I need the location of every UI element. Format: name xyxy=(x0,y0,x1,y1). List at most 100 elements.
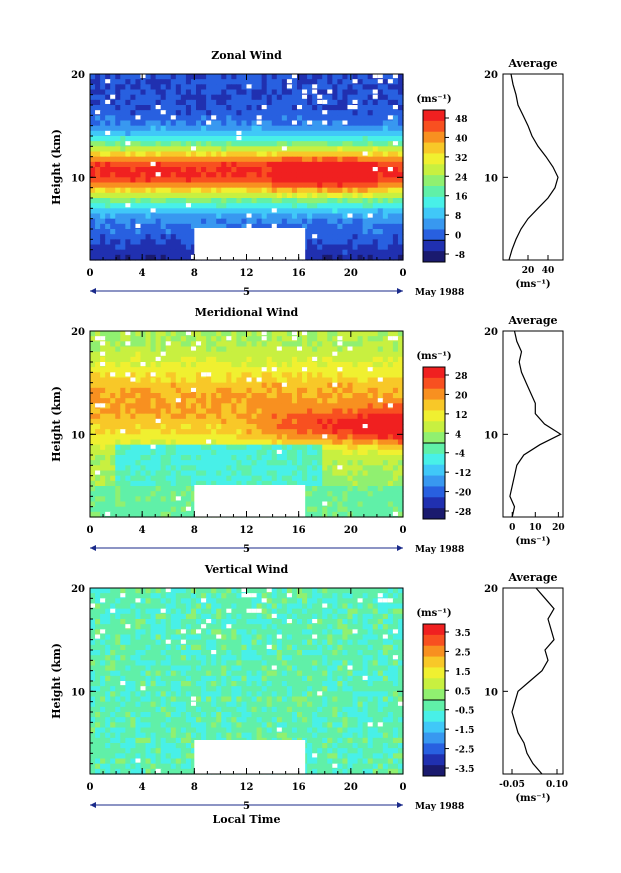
heatmap-cell xyxy=(291,439,298,446)
heatmap-cell xyxy=(317,367,323,373)
heatmap-cell xyxy=(387,480,394,487)
heatmap-cell xyxy=(120,588,126,594)
heatmap-cell xyxy=(226,203,232,209)
heatmap-cell xyxy=(312,588,318,594)
heatmap-cell xyxy=(95,254,101,261)
heatmap-cell xyxy=(115,408,121,415)
heatmap-cell xyxy=(327,105,333,111)
heatmap-cell xyxy=(261,130,268,137)
heatmap-cell xyxy=(125,444,131,451)
heatmap-cell xyxy=(392,234,399,240)
heatmap-cell xyxy=(120,480,126,487)
heatmap-cell xyxy=(352,480,359,487)
heatmap-cell xyxy=(387,136,394,142)
heatmap-cell xyxy=(95,229,101,235)
heatmap-cell xyxy=(211,84,217,91)
heatmap-cell xyxy=(90,593,96,599)
heatmap-cell xyxy=(185,223,192,230)
heatmap-cell xyxy=(110,156,116,163)
heatmap-cell xyxy=(276,74,283,80)
heatmap-cell xyxy=(266,470,273,477)
heatmap-cell xyxy=(90,598,96,605)
heatmap-cell xyxy=(251,356,258,363)
heatmap-cell xyxy=(145,449,152,456)
data-gap xyxy=(185,331,192,336)
heatmap-cell xyxy=(115,161,121,168)
heatmap-cell xyxy=(362,362,369,368)
heatmap-cell xyxy=(387,367,394,373)
heatmap-cell xyxy=(185,593,192,599)
heatmap-cell xyxy=(357,223,364,230)
heatmap-cell xyxy=(291,351,298,358)
heatmap-cell xyxy=(201,439,207,446)
data-gap xyxy=(276,346,283,351)
heatmap-cell xyxy=(170,351,177,358)
heatmap-cell xyxy=(170,449,177,456)
heatmap-cell xyxy=(90,460,96,466)
heatmap-cell xyxy=(150,110,157,116)
heatmap-cell xyxy=(261,341,268,348)
heatmap-cell xyxy=(362,455,369,461)
heatmap-cell xyxy=(271,172,278,178)
heatmap-cell xyxy=(216,387,222,394)
heatmap-cell xyxy=(397,239,404,246)
heatmap-cell xyxy=(221,125,227,132)
heatmap-cell xyxy=(236,192,243,199)
heatmap-cell xyxy=(377,187,384,194)
heatmap-cell xyxy=(307,177,313,184)
heatmap-cell xyxy=(266,172,273,178)
heatmap-cell xyxy=(312,429,318,435)
heatmap-cell xyxy=(221,146,227,153)
heatmap-cell xyxy=(165,403,172,410)
heatmap-cell xyxy=(125,403,131,410)
heatmap-cell xyxy=(105,74,111,80)
heatmap-cell xyxy=(367,491,374,497)
heatmap-cell xyxy=(170,331,177,337)
heatmap-cell xyxy=(317,203,323,209)
heatmap-cell xyxy=(226,105,232,111)
heatmap-cell xyxy=(397,511,404,518)
heatmap-cell xyxy=(125,511,131,518)
heatmap-cell xyxy=(377,223,384,230)
heatmap-cell xyxy=(266,444,273,451)
heatmap-cell xyxy=(216,115,222,122)
heatmap-cell xyxy=(201,336,207,342)
heatmap-cell xyxy=(95,203,101,209)
heatmap-cell xyxy=(135,89,142,96)
heatmap-cell xyxy=(296,398,303,404)
heatmap-cell xyxy=(397,151,404,158)
heatmap-cell xyxy=(90,79,96,85)
heatmap-cell xyxy=(135,444,142,451)
heatmap-cell xyxy=(135,588,142,594)
heatmap-cell xyxy=(312,387,318,394)
heatmap-cell xyxy=(175,125,182,132)
heatmap-cell xyxy=(256,151,263,158)
heatmap-cell xyxy=(140,439,147,446)
heatmap-cell xyxy=(317,192,323,199)
heatmap-cell xyxy=(90,208,96,215)
heatmap-cell xyxy=(105,110,111,116)
heatmap-cell xyxy=(342,161,349,168)
heatmap-cell xyxy=(196,460,202,466)
heatmap-cell xyxy=(327,203,333,209)
heatmap-cell xyxy=(140,167,147,173)
heatmap-cell xyxy=(251,346,258,353)
heatmap-cell xyxy=(357,156,364,163)
heatmap-cell xyxy=(120,89,126,96)
data-gap xyxy=(241,593,248,598)
heatmap-cell xyxy=(382,254,389,261)
heatmap-cell xyxy=(342,146,349,153)
heatmap-cell xyxy=(236,167,243,173)
colorbar-tick-label: 12 xyxy=(455,411,468,421)
heatmap-cell xyxy=(271,408,278,415)
heatmap-cell xyxy=(135,356,142,363)
heatmap-cell xyxy=(231,351,237,358)
heatmap-cell xyxy=(246,372,253,379)
heatmap-cell xyxy=(130,593,137,599)
heatmap-cell xyxy=(150,418,157,425)
heatmap-cell xyxy=(206,110,212,116)
heatmap-cell xyxy=(140,182,147,189)
heatmap-cell xyxy=(185,351,192,358)
heatmap-cell xyxy=(347,161,354,168)
heatmap-cell xyxy=(342,249,349,256)
